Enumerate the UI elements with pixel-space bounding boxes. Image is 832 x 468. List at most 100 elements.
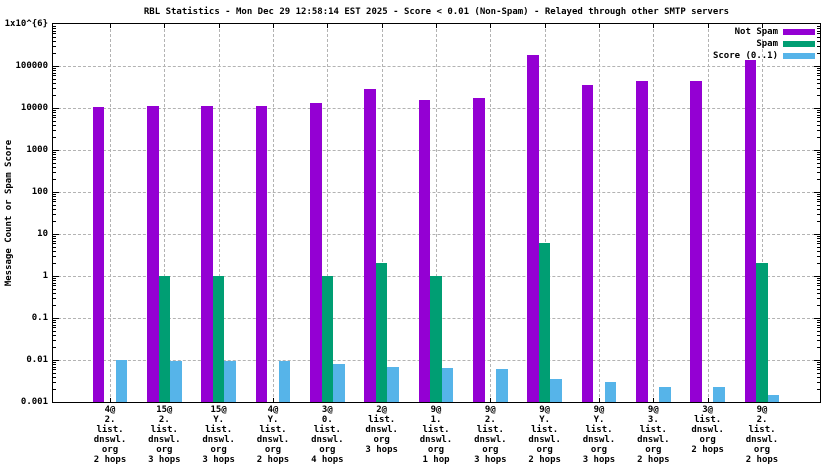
y-minor-tick-right [817,114,820,116]
y-minor-tick-left [53,243,56,245]
y-minor-tick-right [817,120,820,122]
x-tick-top [272,24,274,28]
y-minor-tick-left [53,28,56,30]
x-gridline [272,24,274,402]
y-minor-tick-right [817,235,820,237]
chart-title: RBL Statistics - Mon Dec 29 12:58:14 EST… [143,7,730,17]
y-tick-label: 1000 [26,145,48,155]
x-tick-bottom [707,398,709,402]
y-minor-tick-left [53,250,56,252]
y-minor-tick-left [53,240,56,242]
y-minor-tick-right [817,243,820,245]
bar-score-0-1 [115,360,128,402]
y-minor-tick-right [817,204,820,206]
legend-item-not-spam: Not Spam [713,26,815,38]
y-tick-right [814,276,820,277]
y-tick-left [53,108,59,109]
y-minor-tick-right [817,334,820,336]
y-minor-tick-right [817,33,820,35]
y-minor-tick-left [53,347,56,349]
x-tick-top [381,24,383,28]
y-minor-tick-right [817,255,820,257]
y-minor-tick-left [53,324,56,326]
y-tick-right [814,234,820,235]
y-minor-tick-left [53,361,56,363]
y-minor-tick-left [53,196,56,198]
y-minor-tick-right [817,347,820,349]
y-axis-label: Message Count or Spam Score [4,139,14,287]
y-tick-right [814,150,820,151]
y-minor-tick-right [817,36,820,38]
y-minor-tick-right [817,381,820,383]
bar-score-0-1 [278,360,291,402]
y-tick-left [53,318,59,319]
y-minor-tick-left [53,204,56,206]
plot-area [52,23,821,403]
y-minor-tick-left [53,334,56,336]
y-minor-tick-left [53,255,56,257]
y-minor-tick-right [817,330,820,332]
x-tick-top [110,24,111,28]
x-tick-label: 4@ 2. list. dnswl. org 2 hops [93,405,127,465]
y-minor-tick-right [817,282,820,284]
y-minor-tick-left [53,330,56,332]
y-minor-tick-right [817,319,820,321]
x-gridline [218,24,220,402]
x-tick-top [707,24,709,28]
x-tick-bottom [598,398,600,402]
x-tick-top [435,24,437,28]
y-minor-tick-right [817,151,820,153]
x-tick-label: 9@ Y. list. dnswl. org 3 hops [582,405,616,465]
bar-score-0-1 [550,379,563,402]
y-minor-tick-left [53,154,56,156]
y-tick-label: 10 [37,229,48,239]
y-minor-tick-left [53,156,56,158]
y-minor-tick-right [817,277,820,279]
y-minor-tick-left [53,366,56,368]
y-minor-tick-left [53,327,56,329]
y-tick-label: 10000 [20,103,48,113]
y-minor-tick-left [53,389,56,391]
y-minor-tick-right [817,246,820,248]
y-minor-tick-right [817,179,820,181]
x-gridline [544,24,546,402]
x-gridline [435,24,437,402]
y-tick-right [814,192,820,193]
y-minor-tick-right [817,53,820,55]
y-minor-tick-right [817,28,820,30]
y-minor-tick-right [817,78,820,80]
bar-spam [158,276,171,402]
y-minor-tick-right [817,72,820,74]
x-gridline [490,24,492,402]
y-tick-label: 0.01 [26,355,48,365]
y-minor-tick-left [53,78,56,80]
y-minor-tick-left [53,87,56,89]
bar-spam [538,243,551,402]
bar-score-0-1 [767,394,780,402]
y-minor-tick-right [817,70,820,72]
y-minor-tick-left [53,117,56,119]
y-minor-tick-right [817,166,820,168]
y-minor-tick-right [817,198,820,200]
y-tick-left [53,276,59,277]
y-minor-tick-left [53,238,56,240]
y-minor-tick-left [53,277,56,279]
x-tick-top [761,24,763,28]
y-minor-tick-left [53,297,56,299]
x-tick-label: 4@ Y. list. dnswl. org 2 hops [256,405,290,465]
legend-label-spam: Spam [756,39,778,49]
y-minor-tick-left [53,151,56,153]
x-tick-label: 9@ Y. list. dnswl. org 2 hops [528,405,561,465]
y-minor-tick-left [53,129,56,131]
y-minor-tick-left [53,285,56,287]
y-minor-tick-right [817,25,820,27]
x-tick-top [598,24,600,28]
y-minor-tick-left [53,36,56,38]
y-minor-tick-right [817,87,820,89]
y-minor-tick-right [817,322,820,324]
bar-not-spam [92,106,105,402]
x-tick-label: 3@ list. dnswl. org 2 hops [691,405,724,455]
y-minor-tick-right [817,193,820,195]
y-tick-right [814,318,820,319]
y-minor-tick-left [53,319,56,321]
